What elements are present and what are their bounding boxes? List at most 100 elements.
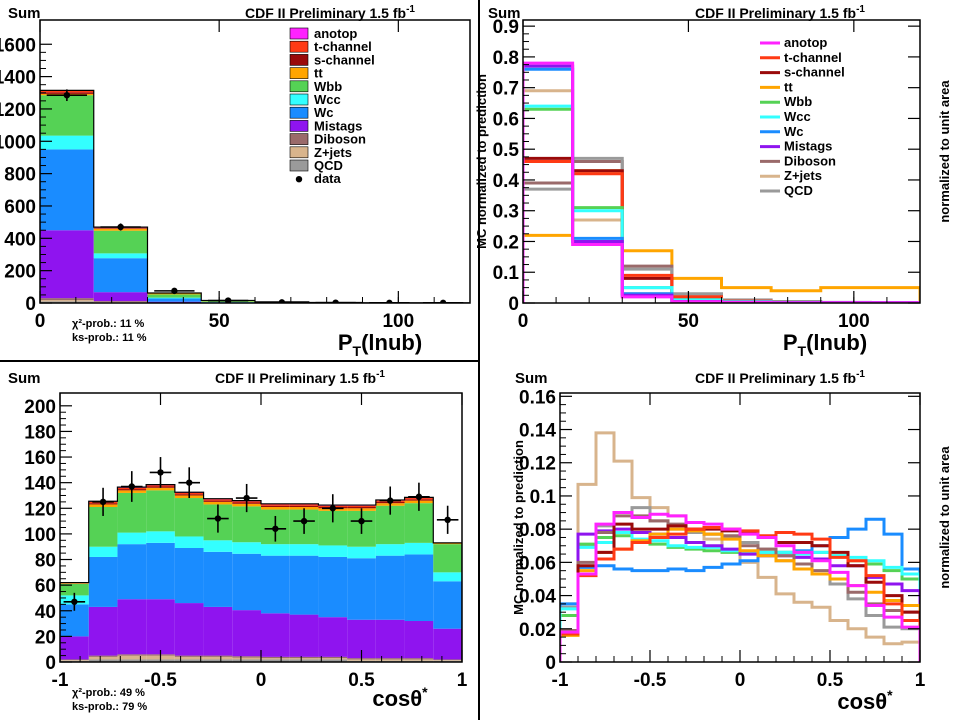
- y-tick-label: 0.4: [493, 171, 520, 192]
- corner-label: Sum: [8, 370, 41, 387]
- legend-label-z-jets: Z+jets: [784, 168, 822, 183]
- y-tick-label: 20: [35, 627, 56, 648]
- bar-diboson-bin-2: [117, 654, 147, 656]
- bar-qcd-bin-2: [117, 659, 147, 662]
- bar-mistags-bin-0: [40, 230, 94, 299]
- data-point-6: [386, 299, 393, 303]
- bar-wcc-bin-6: [232, 542, 261, 554]
- corner-label: Sum: [515, 370, 548, 387]
- legend-swatch-qcd: [289, 159, 309, 172]
- bar-wbb-bin-13: [433, 544, 462, 573]
- bar-qcd-bin-8: [289, 659, 319, 662]
- y-tick-label: 0.06: [519, 553, 556, 574]
- x-tick-label: -1: [552, 670, 569, 691]
- bar-mistags-bin-2: [117, 599, 147, 655]
- bar-wc-bin-12: [404, 554, 434, 622]
- panel-cos-stacked: Sum CDF II Preliminary 1.5 fb-1 0 20 40 60 80 1…: [8, 369, 468, 713]
- y-tick-label: 80: [35, 551, 56, 572]
- x-tick-label: 0: [256, 670, 267, 691]
- legend-label-diboson: Diboson: [784, 153, 836, 168]
- bar-wcc-bin-1: [93, 253, 148, 259]
- bar-t-channel-bin-7: [261, 504, 290, 506]
- bar-z-jets-bin-0: [60, 660, 89, 661]
- bar-wcc-bin-2: [117, 532, 147, 545]
- annotation-0: χ²-prob.: 11 %: [72, 318, 145, 330]
- bar-wc-bin-1: [88, 556, 118, 607]
- chart-title: CDF II Preliminary 1.5 fb-1: [215, 369, 385, 386]
- y-tick-label: 1400: [0, 68, 36, 89]
- x-axis-title: cosθ*: [837, 687, 893, 714]
- legend-label-diboson: Diboson: [314, 132, 366, 147]
- bar-t-channel-bin-8: [289, 504, 319, 506]
- bar-qcd-bin-5: [203, 659, 233, 662]
- data-point-8: [300, 517, 308, 525]
- bar-diboson-bin-6: [232, 656, 261, 658]
- y-tick-label: 200: [24, 397, 56, 418]
- x-axis-title: PT(lnub): [783, 330, 867, 359]
- bar-mistags-bin-0: [60, 636, 89, 660]
- legend-marker-data: [295, 176, 303, 183]
- bar-wc-bin-4: [174, 547, 204, 604]
- line-z-jets: [560, 431, 920, 662]
- y-tick-label: 0.8: [493, 48, 519, 69]
- legend-label-tt: tt: [784, 79, 793, 94]
- bar-z-jets-bin-12: [404, 659, 434, 661]
- legend-swatch-tt: [289, 67, 309, 79]
- legend-label-wbb: Wbb: [314, 79, 342, 94]
- bar-mistags-bin-12: [404, 621, 434, 659]
- data-point-1: [117, 223, 124, 231]
- y-tick-label: 140: [24, 474, 56, 495]
- legend-swatch-z-jets: [289, 146, 309, 159]
- line-anotop: [560, 511, 920, 662]
- data-point-10: [358, 517, 365, 525]
- bar-tt-bin-5: [203, 501, 233, 505]
- y-tick-label: 400: [4, 229, 36, 250]
- bar-diboson-bin-13: [433, 659, 462, 661]
- y-tick-label: 0.7: [493, 79, 519, 100]
- x-tick-label: -1: [52, 670, 69, 691]
- legend-label-qcd: QCD: [314, 158, 343, 173]
- y-tick-label: 40: [35, 602, 56, 623]
- bar-wc-bin-5: [203, 551, 233, 607]
- legend-swatch-wcc: [289, 93, 309, 106]
- legend-label-mistags: Mistags: [314, 118, 362, 133]
- bar-z-jets-bin-11: [375, 659, 405, 661]
- panel-cos-shapes: Sum CDF II Preliminary 1.5 fb-1 0 0.02 0.04 0…: [511, 369, 952, 714]
- y-tick-label: 0: [508, 294, 519, 315]
- legend-label-t-channel: t-channel: [314, 39, 372, 54]
- bar-wc-bin-6: [232, 553, 261, 611]
- bar-wcc-bin-12: [404, 542, 434, 555]
- x-tick-label: 1: [457, 670, 468, 691]
- bar-diboson-bin-8: [289, 656, 319, 659]
- y-tick-label: 160: [24, 448, 56, 469]
- bar-mistags-bin-9: [318, 617, 348, 657]
- y-tick-label: 0.1: [493, 263, 520, 284]
- bar-wcc-bin-3: [146, 531, 175, 543]
- legend-swatch-wc: [289, 106, 309, 119]
- bar-wcc-bin-0: [40, 135, 94, 150]
- data-point-9: [329, 505, 336, 512]
- x-tick-label: 0: [35, 311, 46, 332]
- bar-tt-bin-3: [146, 487, 175, 491]
- bar-qcd-bin-1: [88, 659, 118, 662]
- bar-wbb-bin-2: [147, 294, 202, 298]
- corner-label: Sum: [8, 5, 41, 22]
- x-tick-label: 100: [382, 311, 414, 332]
- bar-z-jets-bin-7: [261, 658, 290, 660]
- bar-qcd-bin-7: [261, 659, 290, 662]
- chart-title: CDF II Preliminary 1.5 fb-1: [695, 4, 865, 21]
- bar-wcc-bin-10: [347, 546, 376, 559]
- bar-wbb-bin-1: [93, 230, 148, 254]
- y-tick-label: 0.08: [519, 520, 556, 541]
- bar-wc-bin-13: [433, 581, 462, 629]
- y-tick-label: 120: [24, 499, 56, 520]
- bar-diboson-bin-1: [93, 301, 148, 302]
- bar-diboson-bin-11: [375, 658, 405, 660]
- bar-mistags-bin-2: [147, 301, 202, 303]
- y-tick-label: 800: [4, 165, 36, 186]
- annotation-1: ks-prob.: 11 %: [72, 332, 147, 344]
- legend-swatch-s-channel: [289, 54, 309, 66]
- data-point-0: [63, 91, 71, 99]
- x-tick-label: 1: [915, 670, 926, 691]
- bar-wbb-bin-4: [174, 498, 204, 537]
